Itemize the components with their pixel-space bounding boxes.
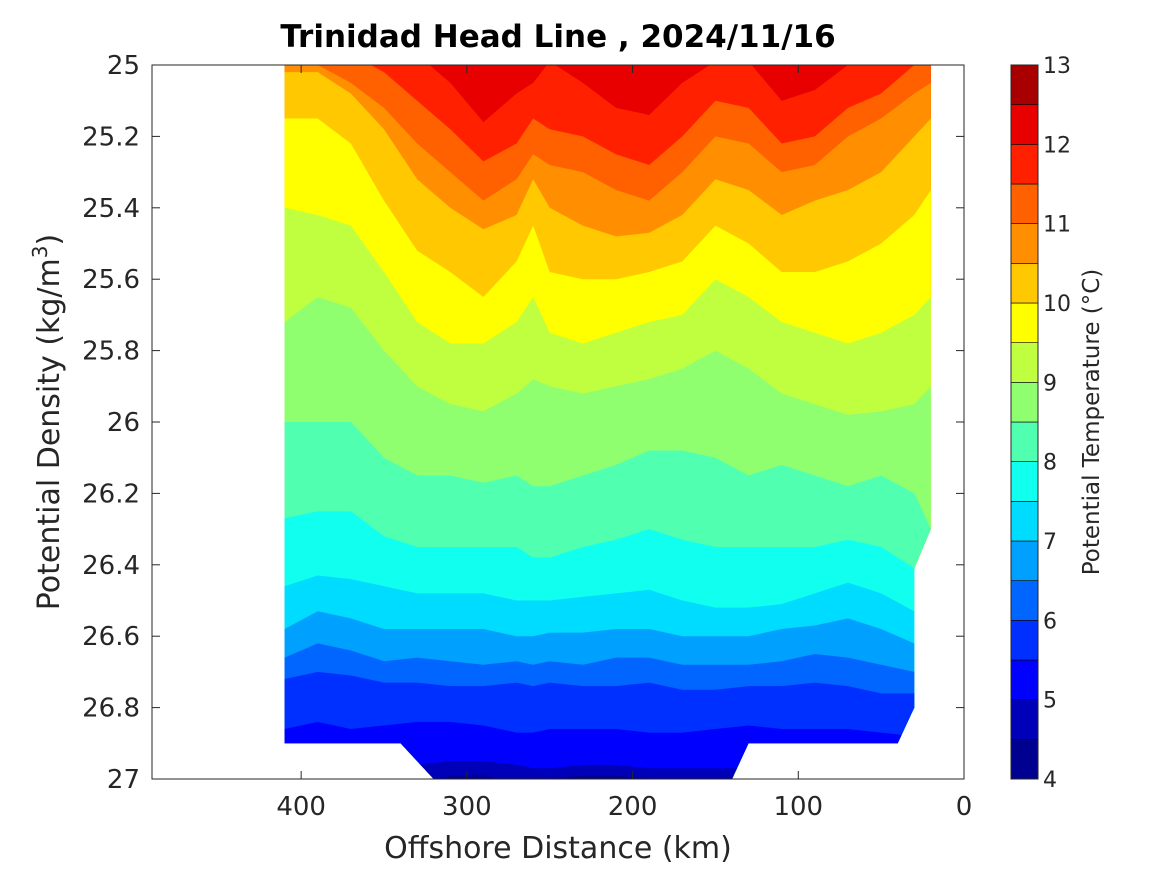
colorbar-swatch bbox=[1010, 144, 1039, 185]
colorbar-swatch bbox=[1010, 659, 1039, 700]
colorbar-swatch bbox=[1010, 223, 1039, 264]
x-axis-label: Offshore Distance (km) bbox=[384, 831, 732, 866]
x-tick-label: 300 bbox=[442, 792, 492, 822]
colorbar-tick-label: 6 bbox=[1043, 609, 1057, 634]
x-tick-label: 400 bbox=[276, 792, 326, 822]
colorbar: 13 12 11 10 9 8 7 6 5 4 bbox=[1010, 54, 1071, 793]
colorbar-swatch bbox=[1010, 263, 1039, 304]
colorbar-swatch bbox=[1010, 183, 1039, 224]
y-tick-label: 25.4 bbox=[82, 194, 140, 224]
y-axis-label-superscript: 3 bbox=[28, 245, 52, 258]
chart-title: Trinidad Head Line , 2024/11/16 bbox=[280, 19, 835, 55]
colorbar-swatch bbox=[1010, 64, 1039, 105]
y-tick-label: 26.8 bbox=[82, 694, 140, 724]
y-tick-label: 27 bbox=[107, 765, 140, 795]
x-axis: 400 300 200 100 0 bbox=[276, 65, 972, 822]
colorbar-tick-label: 5 bbox=[1043, 689, 1057, 714]
y-tick-label: 25.2 bbox=[82, 122, 140, 152]
y-axis-label-close: ) bbox=[32, 234, 67, 246]
colorbar-swatch bbox=[1010, 461, 1039, 502]
y-tick-label: 25.8 bbox=[82, 337, 140, 367]
colorbar-swatch bbox=[1010, 540, 1039, 581]
colorbar-tick-label: 10 bbox=[1043, 292, 1071, 317]
colorbar-swatch bbox=[1010, 699, 1039, 740]
y-tick-label: 26 bbox=[107, 408, 140, 438]
colorbar-swatch bbox=[1010, 620, 1039, 661]
y-tick-label: 25 bbox=[107, 51, 140, 81]
x-tick-label: 200 bbox=[608, 792, 658, 822]
y-tick-label: 26.6 bbox=[82, 622, 140, 652]
colorbar-swatch bbox=[1010, 104, 1039, 145]
x-tick-label: 0 bbox=[956, 792, 973, 822]
colorbar-label: Potential Temperature (°C) bbox=[1079, 269, 1105, 576]
colorbar-swatch bbox=[1010, 501, 1039, 542]
colorbar-swatch bbox=[1010, 382, 1039, 423]
y-tick-label: 26.4 bbox=[82, 551, 140, 581]
colorbar-tick-label: 8 bbox=[1043, 451, 1057, 476]
colorbar-frame bbox=[1010, 64, 1039, 780]
colorbar-tick-label: 4 bbox=[1043, 768, 1057, 793]
colorbar-tick-label: 13 bbox=[1043, 54, 1071, 79]
colorbar-tick-label: 9 bbox=[1043, 371, 1057, 396]
y-tick-label: 25.6 bbox=[82, 265, 140, 295]
y-axis-label: Potential Density (kg/m3) bbox=[28, 234, 67, 610]
colorbar-swatch bbox=[1010, 342, 1039, 383]
colorbar-swatch bbox=[1010, 421, 1039, 462]
x-tick-label: 100 bbox=[773, 792, 823, 822]
y-axis: 25 25.2 25.4 25.6 25.8 26 26.2 26.4 26.6 26.8 27 bbox=[82, 51, 964, 795]
y-axis-label-main: Potential Density (kg/m bbox=[32, 258, 67, 610]
colorbar-tick-label: 7 bbox=[1043, 530, 1057, 555]
colorbar-swatch bbox=[1010, 739, 1039, 780]
colorbar-swatch bbox=[1010, 580, 1039, 621]
colorbar-tick-label: 11 bbox=[1043, 213, 1071, 238]
colorbar-swatch bbox=[1010, 302, 1039, 343]
contour-fill-layer bbox=[284, 65, 931, 779]
colorbar-tick-label: 12 bbox=[1043, 133, 1071, 158]
y-tick-label: 26.2 bbox=[82, 479, 140, 509]
